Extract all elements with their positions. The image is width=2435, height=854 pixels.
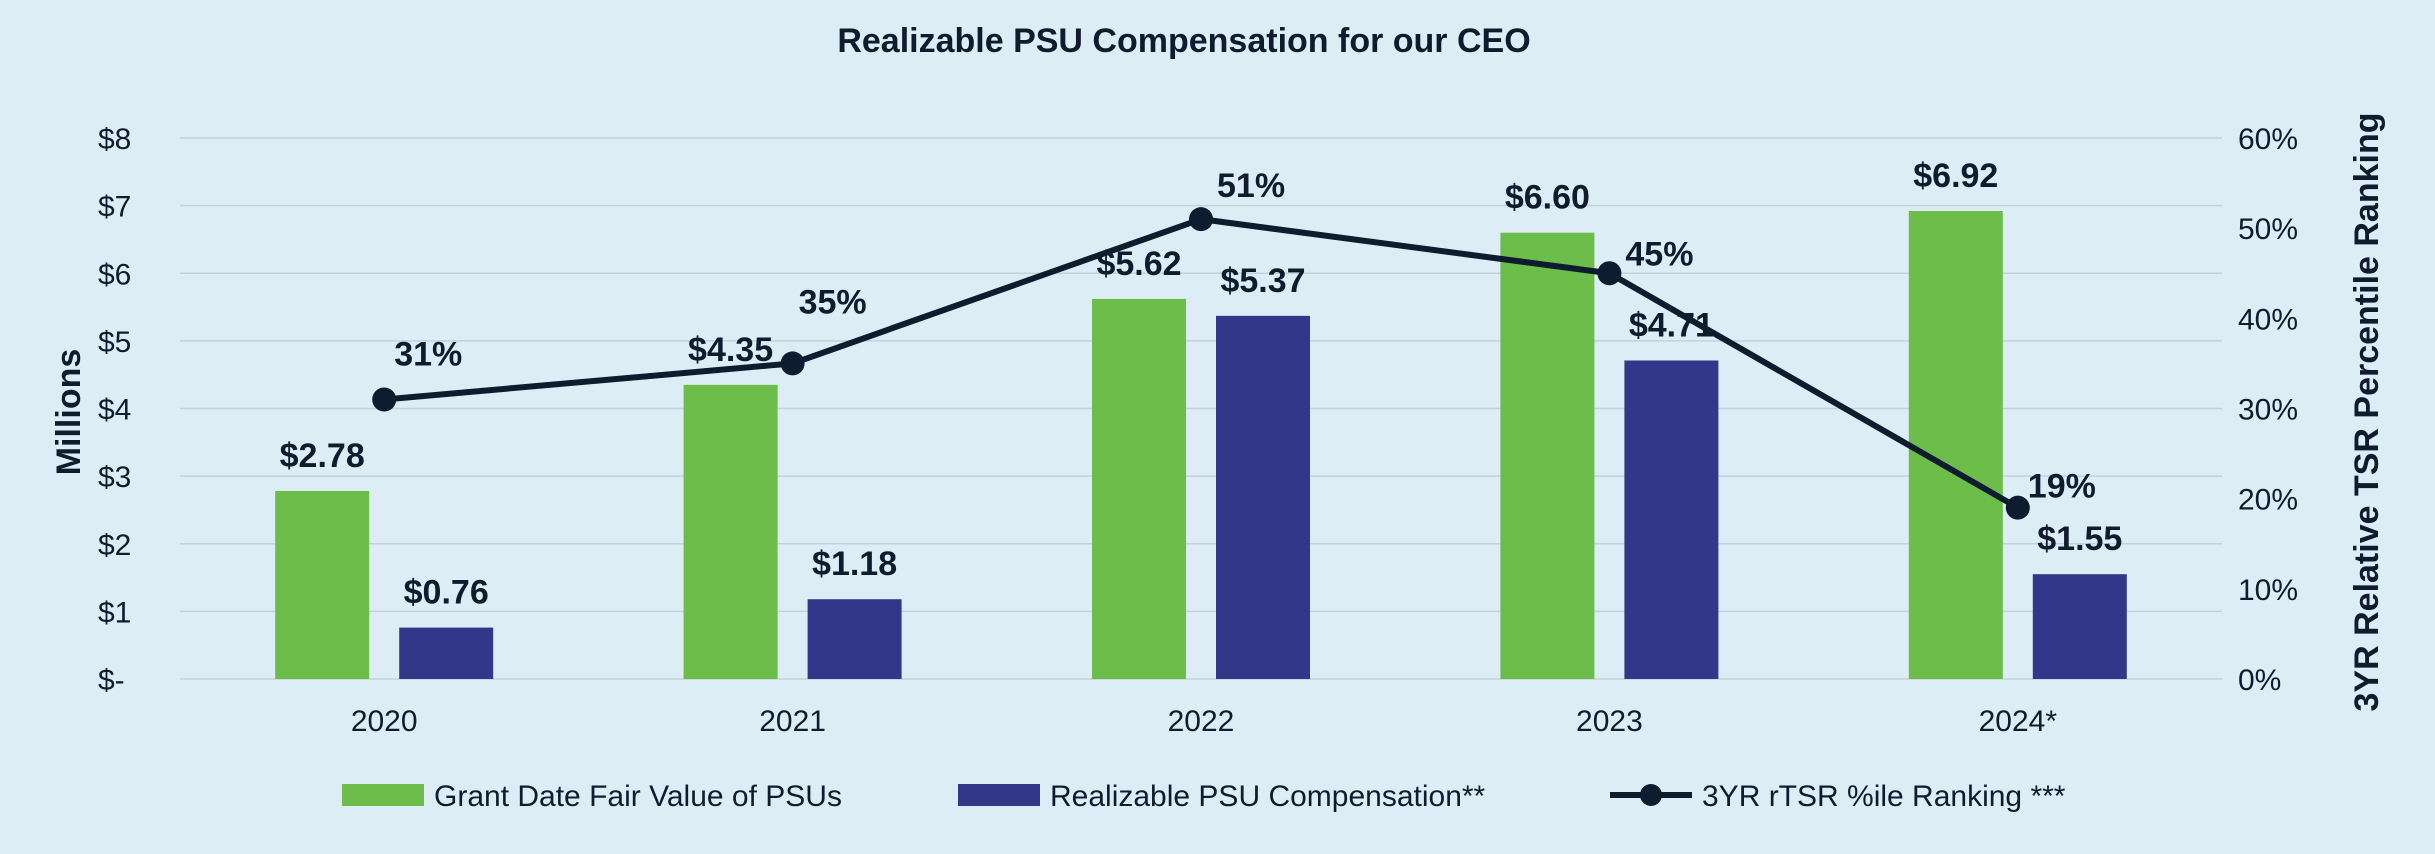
grant-value-bar (683, 384, 778, 679)
left-axis-label: Millions (50, 349, 88, 476)
data-labels: $2.78 $0.76 $4.35 $1.18 $5.62 $5.37 $6.60 $4.71… (280, 157, 2123, 612)
category-label: 2023 (1576, 705, 1643, 738)
category-label: 2022 (1168, 705, 1235, 738)
legend-swatch-marker (1640, 784, 1662, 806)
realizable-label: $4.71 (1629, 306, 1714, 344)
legend-label: Grant Date Fair Value of PSUs (434, 780, 842, 813)
right-tick-label: 40% (2238, 303, 2298, 336)
tsr-label: 35% (799, 283, 867, 321)
legend-label: 3YR rTSR %ile Ranking *** (1702, 780, 2066, 813)
legend-swatch (958, 784, 1040, 806)
realizable-label: $5.37 (1220, 262, 1305, 300)
left-tick-label: $7 (98, 191, 131, 224)
realizable-label: $0.76 (404, 574, 489, 612)
grant-value-bar (1500, 232, 1595, 680)
category-label: 2024* (1979, 705, 2058, 738)
left-axis-ticks: $- $1 $2 $3 $4 $5 $6 $7 $8 (98, 123, 131, 697)
left-tick-label: $6 (98, 258, 131, 291)
chart-title: Realizable PSU Compensation for our CEO (837, 22, 1530, 60)
tsr-label: 31% (394, 335, 462, 373)
tsr-point (1189, 207, 1213, 232)
realizable-bar (807, 599, 902, 679)
tsr-point (780, 351, 805, 376)
category-label: 2021 (759, 705, 826, 738)
realizable-bar (1216, 315, 1310, 679)
realizable-bar (2032, 574, 2127, 679)
left-tick-label: $- (98, 664, 125, 697)
right-tick-label: 20% (2238, 484, 2298, 517)
left-tick-label: $1 (98, 596, 131, 629)
category-label: 2020 (351, 705, 418, 738)
tsr-label: 19% (2028, 468, 2096, 506)
left-tick-label: $3 (98, 461, 131, 494)
tsr-point (2005, 495, 2030, 520)
legend-label: Realizable PSU Compensation** (1050, 780, 1486, 813)
tsr-label: 45% (1625, 235, 1693, 273)
realizable-bar (1624, 360, 1719, 679)
tsr-point (372, 387, 397, 412)
grant-value-label: $5.62 (1096, 245, 1181, 283)
right-tick-label: 0% (2238, 664, 2281, 697)
left-tick-label: $8 (98, 123, 131, 156)
grant-value-label: $2.78 (280, 437, 365, 475)
right-axis-label: 3YR Relative TSR Percentile Ranking (2348, 113, 2386, 712)
realizable-label: $1.55 (2037, 520, 2122, 558)
bars (275, 211, 2127, 680)
gridlines (180, 137, 2222, 680)
grant-value-bar (1092, 298, 1186, 679)
tsr-point (1597, 261, 1622, 286)
grant-value-bar (1908, 211, 2003, 679)
realizable-label: $1.18 (812, 545, 897, 583)
left-tick-label: $5 (98, 326, 131, 359)
right-tick-label: 10% (2238, 574, 2298, 607)
grant-value-label: $4.35 (688, 331, 773, 369)
realizable-bar (399, 627, 494, 679)
grant-value-label: $6.92 (1913, 157, 1998, 195)
right-axis-ticks: 0% 10% 20% 30% 40% 50% 60% (2238, 123, 2298, 697)
tsr-label: 51% (1217, 167, 1285, 205)
grant-value-label: $6.60 (1505, 179, 1590, 217)
right-tick-label: 50% (2238, 213, 2298, 246)
category-labels: 2020 2021 2022 2023 2024* (351, 705, 2058, 738)
grant-value-bar (275, 491, 370, 679)
legend: Grant Date Fair Value of PSUs Realizable … (342, 780, 2066, 813)
tsr-line (372, 207, 2030, 520)
left-tick-label: $4 (98, 394, 131, 427)
right-tick-label: 60% (2238, 123, 2298, 156)
right-tick-label: 30% (2238, 394, 2298, 427)
tsr-line-path (383, 216, 2020, 511)
left-tick-label: $2 (98, 529, 131, 562)
legend-swatch (342, 784, 424, 806)
